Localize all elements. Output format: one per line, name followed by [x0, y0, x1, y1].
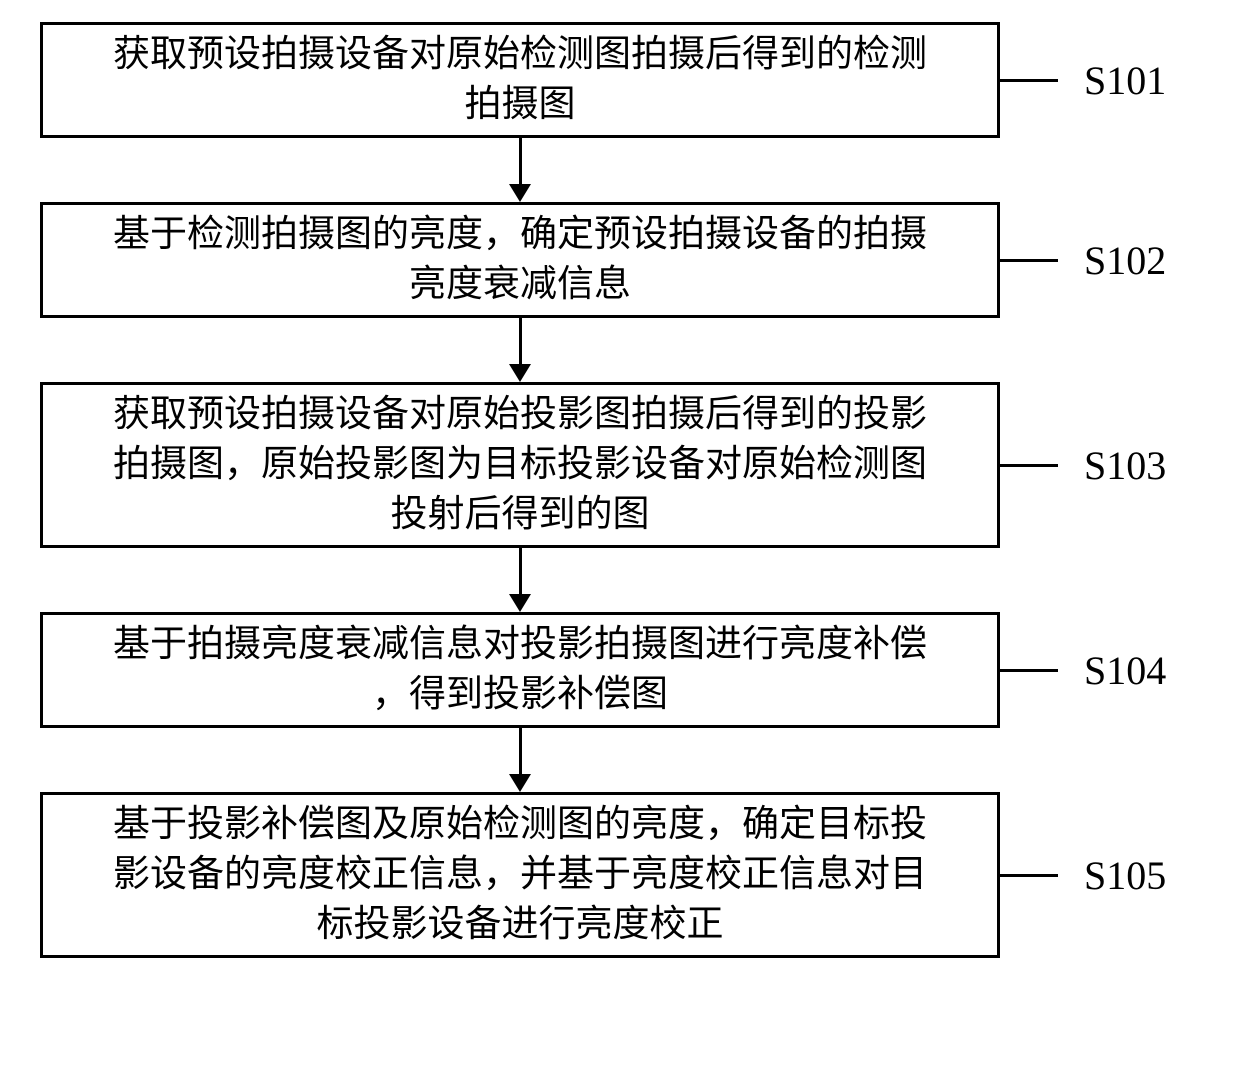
- flow-node-line: 亮度衰减信息: [113, 260, 927, 310]
- flow-edge-s101-s102: [40, 138, 1000, 202]
- flow-edge-s103-s104: [40, 548, 1000, 612]
- arrow-connector: [509, 548, 531, 612]
- arrow-head-icon: [509, 364, 531, 382]
- arrow-connector: [509, 318, 531, 382]
- flow-node-line: 影设备的亮度校正信息，并基于亮度校正信息对目: [113, 850, 927, 900]
- flow-row-s101: 获取预设拍摄设备对原始检测图拍摄后得到的检测拍摄图 S101: [40, 22, 1200, 138]
- arrow-head-icon: [509, 774, 531, 792]
- flow-node-line: 基于拍摄亮度衰减信息对投影拍摄图进行亮度补偿: [113, 620, 927, 670]
- flow-node-text: 获取预设拍摄设备对原始检测图拍摄后得到的检测拍摄图: [113, 30, 927, 130]
- arrow-shaft: [519, 728, 522, 774]
- flow-node-s105: 基于投影补偿图及原始检测图的亮度，确定目标投影设备的亮度校正信息，并基于亮度校正…: [40, 792, 1000, 958]
- flow-node-s101: 获取预设拍摄设备对原始检测图拍摄后得到的检测拍摄图: [40, 22, 1000, 138]
- flow-node-line: 获取预设拍摄设备对原始检测图拍摄后得到的检测: [113, 30, 927, 80]
- arrow-shaft: [519, 318, 522, 364]
- label-connector-line: [1000, 669, 1058, 672]
- flow-node-label-s105: S105: [1084, 852, 1166, 899]
- flow-node-text: 基于拍摄亮度衰减信息对投影拍摄图进行亮度补偿，得到投影补偿图: [113, 620, 927, 720]
- flow-row-s103: 获取预设拍摄设备对原始投影图拍摄后得到的投影拍摄图，原始投影图为目标投影设备对原…: [40, 382, 1200, 548]
- arrow-shaft: [519, 138, 522, 184]
- flow-node-line: 基于投影补偿图及原始检测图的亮度，确定目标投: [113, 800, 927, 850]
- flow-node-line: 基于检测拍摄图的亮度，确定预设拍摄设备的拍摄: [113, 210, 927, 260]
- flow-row-s105: 基于投影补偿图及原始检测图的亮度，确定目标投影设备的亮度校正信息，并基于亮度校正…: [40, 792, 1200, 958]
- flow-node-line: 投射后得到的图: [113, 490, 927, 540]
- flow-node-text: 基于检测拍摄图的亮度，确定预设拍摄设备的拍摄亮度衰减信息: [113, 210, 927, 310]
- flow-node-label-s101: S101: [1084, 57, 1166, 104]
- flow-edge-s102-s103: [40, 318, 1000, 382]
- arrow-shaft: [519, 548, 522, 594]
- label-connector-line: [1000, 464, 1058, 467]
- label-connector-line: [1000, 874, 1058, 877]
- flow-node-line: 获取预设拍摄设备对原始投影图拍摄后得到的投影: [113, 390, 927, 440]
- flow-node-line: 标投影设备进行亮度校正: [113, 900, 927, 950]
- flow-node-label-s103: S103: [1084, 442, 1166, 489]
- flow-node-line: 拍摄图，原始投影图为目标投影设备对原始检测图: [113, 440, 927, 490]
- flow-node-line: 拍摄图: [113, 80, 927, 130]
- flow-node-text: 获取预设拍摄设备对原始投影图拍摄后得到的投影拍摄图，原始投影图为目标投影设备对原…: [113, 390, 927, 540]
- arrow-connector: [509, 728, 531, 792]
- flow-node-line: ，得到投影补偿图: [113, 670, 927, 720]
- flow-node-label-s102: S102: [1084, 237, 1166, 284]
- arrow-connector: [509, 138, 531, 202]
- flow-node-s104: 基于拍摄亮度衰减信息对投影拍摄图进行亮度补偿，得到投影补偿图: [40, 612, 1000, 728]
- arrow-head-icon: [509, 594, 531, 612]
- flow-row-s104: 基于拍摄亮度衰减信息对投影拍摄图进行亮度补偿，得到投影补偿图 S104: [40, 612, 1200, 728]
- label-connector-line: [1000, 259, 1058, 262]
- flow-row-s102: 基于检测拍摄图的亮度，确定预设拍摄设备的拍摄亮度衰减信息 S102: [40, 202, 1200, 318]
- flow-edge-s104-s105: [40, 728, 1000, 792]
- flow-node-s103: 获取预设拍摄设备对原始投影图拍摄后得到的投影拍摄图，原始投影图为目标投影设备对原…: [40, 382, 1000, 548]
- flow-node-s102: 基于检测拍摄图的亮度，确定预设拍摄设备的拍摄亮度衰减信息: [40, 202, 1000, 318]
- flow-node-text: 基于投影补偿图及原始检测图的亮度，确定目标投影设备的亮度校正信息，并基于亮度校正…: [113, 800, 927, 950]
- arrow-head-icon: [509, 184, 531, 202]
- flow-node-label-s104: S104: [1084, 647, 1166, 694]
- label-connector-line: [1000, 79, 1058, 82]
- flowchart-container: 获取预设拍摄设备对原始检测图拍摄后得到的检测拍摄图 S101 基于检测拍摄图的亮度，…: [40, 22, 1200, 958]
